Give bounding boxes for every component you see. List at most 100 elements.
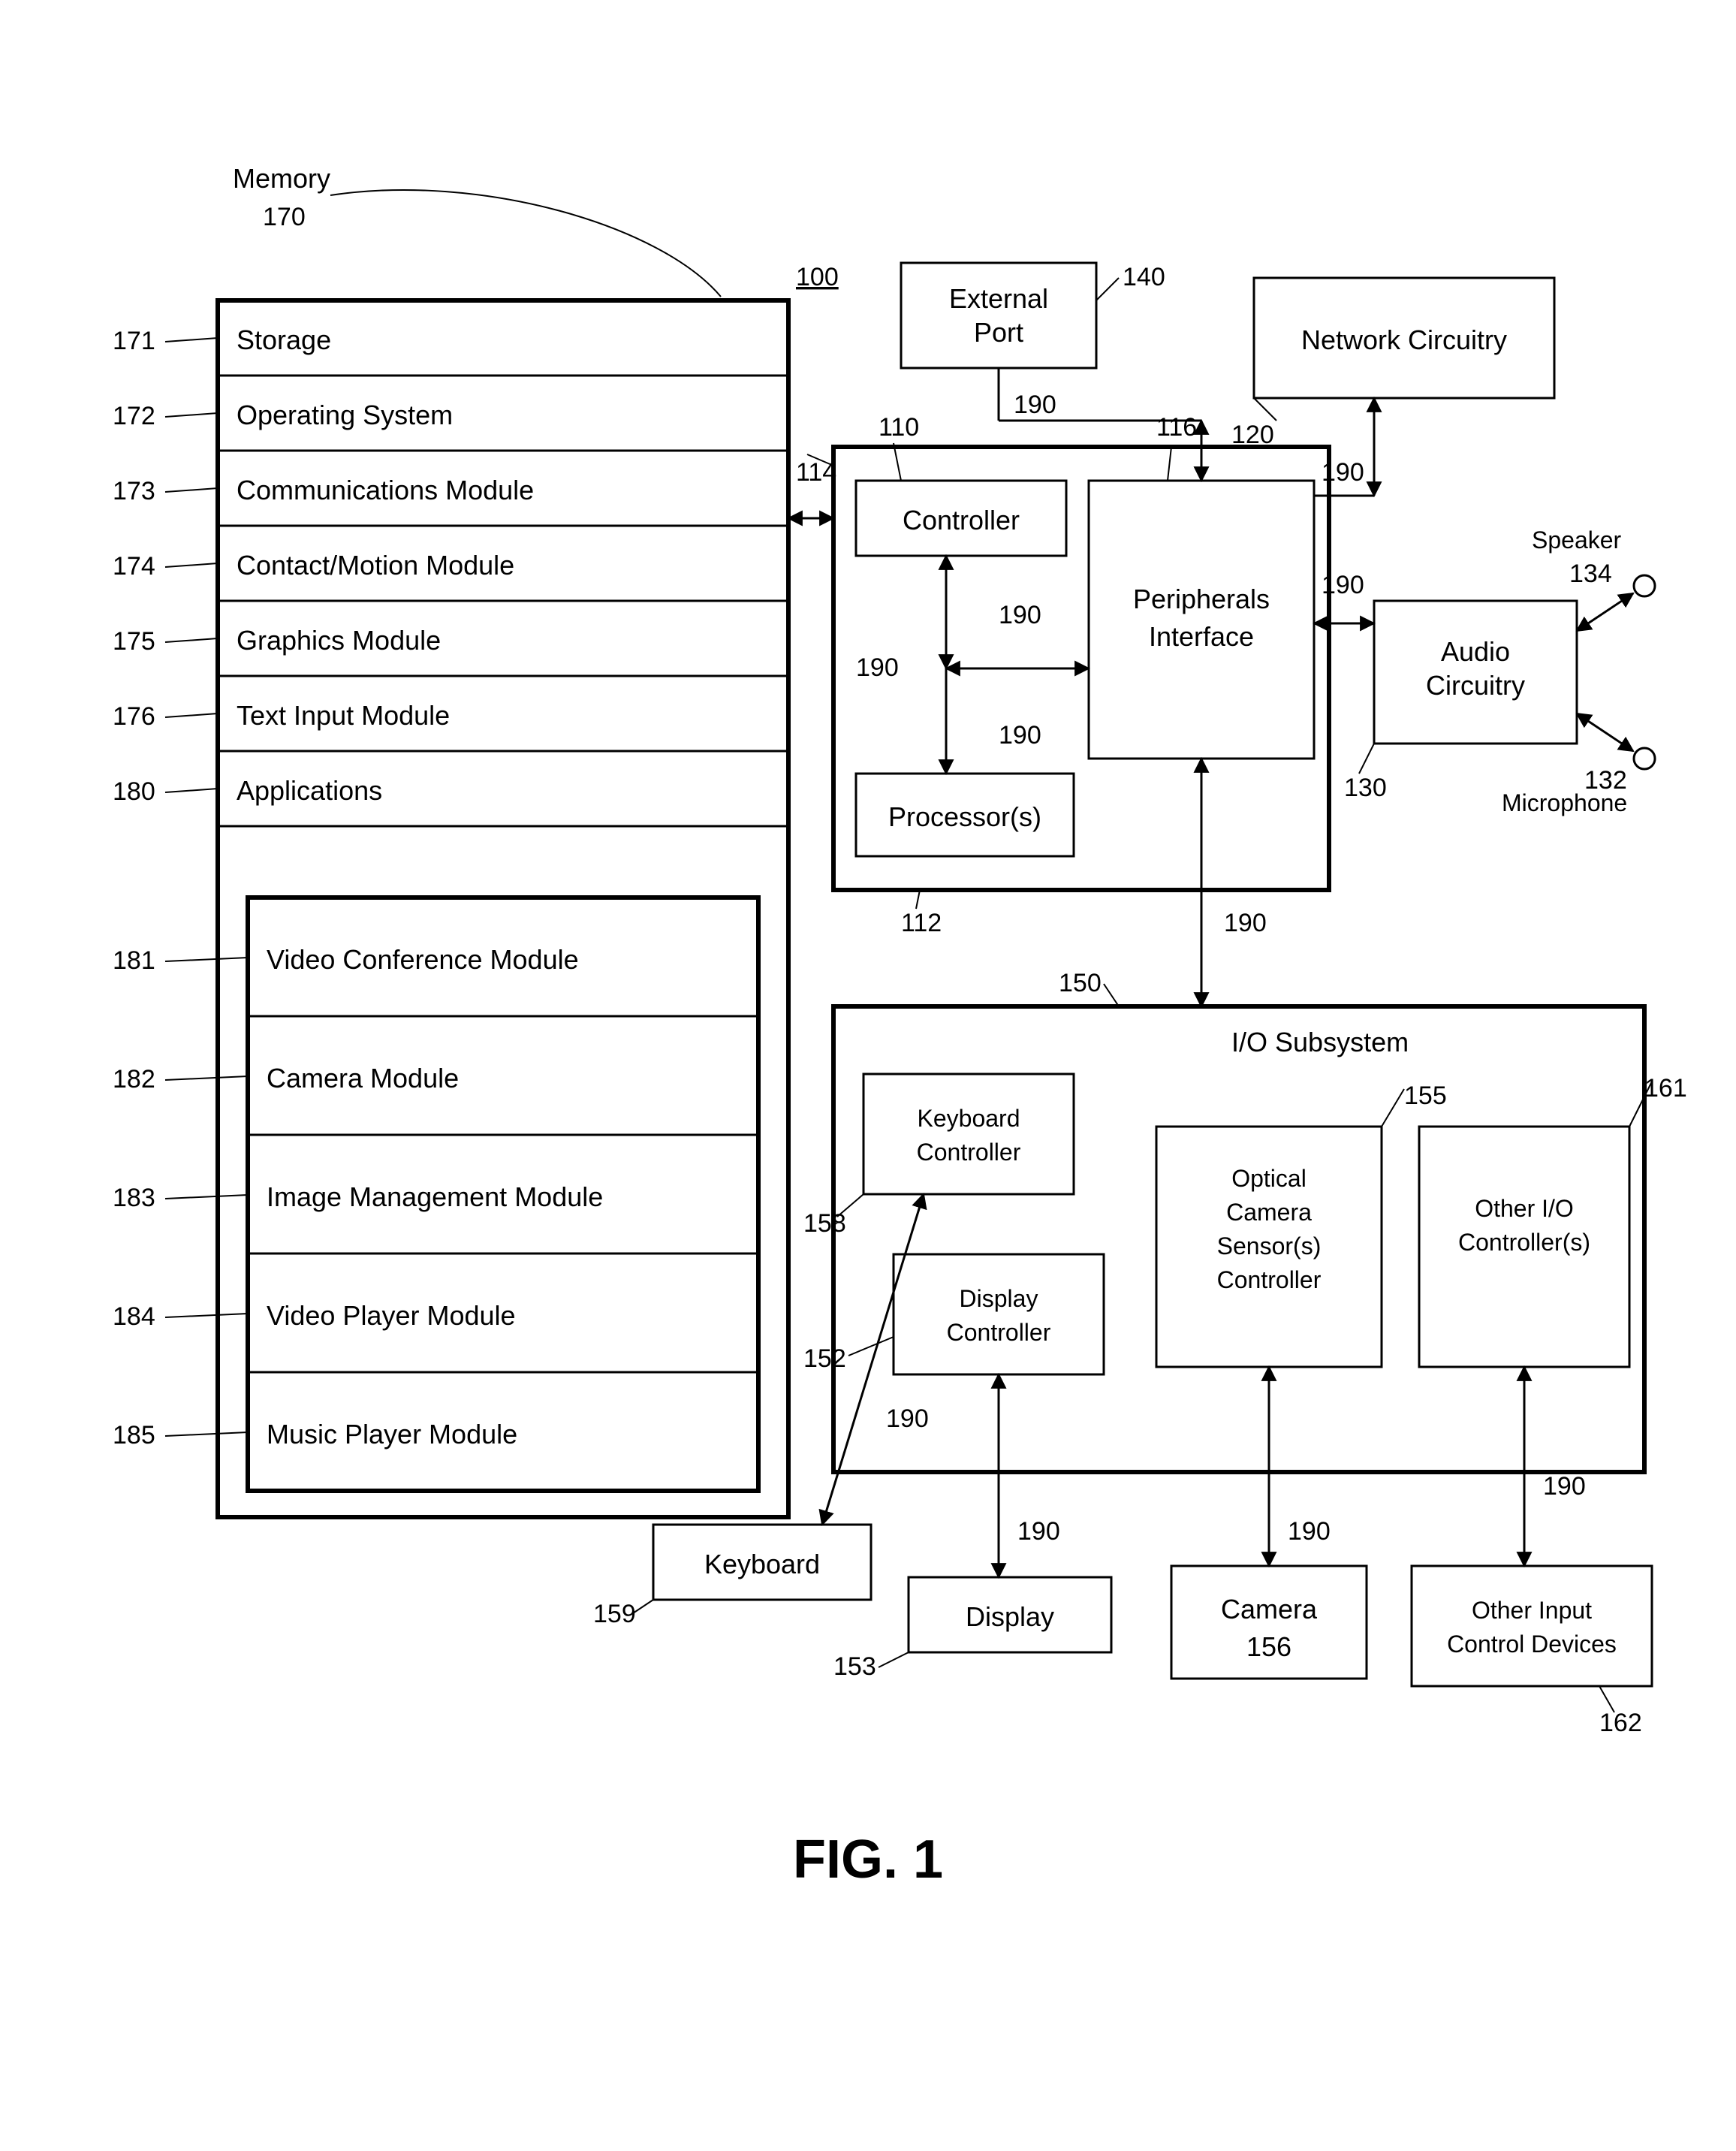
audio-ref: 130 [1344,774,1387,802]
camera-ref-inbox: 156 [1246,1631,1291,1662]
app-rows: Video Conference Module 181 Camera Module 1… [113,944,758,1450]
disp-ctrl-ref: 152 [803,1344,846,1373]
cpu-outer-ref: 114 [796,458,836,487]
kbd-ctrl-ref: 158 [803,1209,846,1238]
processors-ref: 112 [901,909,942,937]
io-lead [1104,984,1119,1006]
memory-item-ref: 171 [113,327,155,355]
other-input-ref: 162 [1599,1709,1642,1737]
memory-item-ref: 180 [113,777,155,806]
network-circuitry-lead [1254,398,1276,421]
app-item-ref: 184 [113,1302,155,1331]
other-input-l2: Control Devices [1447,1631,1617,1658]
camera-label: Camera [1221,1594,1318,1625]
mic-icon [1634,748,1655,769]
memory-item-ref: 175 [113,627,155,656]
kbd-ctrl-lead [837,1194,863,1217]
processors-label: Processor(s) [888,801,1041,832]
app-item-label: Video Conference Module [267,944,579,975]
bus-190-a: 190 [856,653,899,682]
keyboard-label: Keyboard [704,1549,820,1579]
controller-ref: 110 [879,413,919,442]
disp-ctrl-l2: Controller [947,1319,1051,1346]
bus-190-audio: 190 [1322,571,1364,599]
io-subsystem-label: I/O Subsystem [1231,1027,1409,1057]
peripherals-interface-box [1089,481,1314,759]
mic-ref: 132 [1584,766,1627,795]
optical-ref: 155 [1404,1082,1447,1110]
controller-label: Controller [903,505,1020,535]
external-port-ref: 140 [1123,263,1165,291]
keyboard-ref: 159 [593,1600,636,1628]
audio-l2: Circuitry [1426,670,1525,701]
memory-item-ref: 174 [113,552,155,581]
speaker-icon [1634,575,1655,596]
display-ref: 153 [833,1652,876,1681]
app-item-ref: 181 [113,946,155,975]
pi-l1: Peripherals [1133,584,1270,614]
bus-190-b: 190 [999,601,1041,629]
kbd-ctrl-l2: Controller [917,1139,1021,1166]
network-circuitry-label: Network Circuitry [1301,324,1507,355]
app-item-label: Image Management Module [267,1181,603,1212]
bus-190-ext: 190 [1014,391,1056,419]
conn-audio-mic [1577,713,1633,751]
display-label: Display [966,1601,1054,1632]
memory-item-label: Applications [237,775,382,806]
memory-item-ref: 173 [113,477,155,505]
bus-190-cam: 190 [1288,1517,1331,1546]
otherio-ref: 161 [1644,1074,1687,1103]
device-ref: 100 [796,263,839,291]
external-port-l2: Port [974,317,1023,348]
otherio-lead [1629,1082,1652,1127]
memory-ref: 170 [263,203,306,231]
audio-lead [1359,744,1374,774]
optical-l2: Camera [1226,1199,1312,1226]
external-port-l1: External [949,283,1048,314]
memory-item-label: Graphics Module [237,625,441,656]
optical-lead [1382,1089,1404,1127]
bus-190-disp: 190 [1017,1517,1060,1546]
memory-item-ref: 176 [113,702,155,731]
memory-item-ref: 172 [113,402,155,430]
kbd-ctrl-l1: Keyboard [918,1105,1020,1132]
optical-l4: Controller [1217,1266,1322,1293]
app-item-label: Music Player Module [267,1419,517,1450]
bus-190-c: 190 [999,721,1041,750]
conn-audio-spk [1577,593,1633,631]
bus-190-pi-io: 190 [1224,909,1267,937]
disp-ctrl-box [894,1254,1104,1374]
memory-leader [330,190,721,297]
audio-l1: Audio [1441,636,1510,667]
speaker-label: Speaker [1532,526,1622,554]
memory-label: Memory [233,163,330,194]
memory-item-label: Storage [237,324,331,355]
display-lead [879,1652,909,1667]
kbd-ctrl-box [863,1074,1074,1194]
external-port-lead [1096,278,1119,300]
otherio-l2: Controller(s) [1458,1229,1590,1256]
io-ref: 150 [1059,969,1102,997]
memory-item-label: Operating System [237,400,453,430]
figure-caption: FIG. 1 [793,1830,943,1890]
memory-item-label: Text Input Module [237,700,450,731]
optical-l3: Sensor(s) [1217,1232,1322,1260]
processors-lead [916,890,920,909]
other-input-l1: Other Input [1472,1597,1592,1624]
memory-rows: Storage171Operating System172Communicati… [113,324,788,826]
pi-l2: Interface [1149,621,1254,652]
bus-190-kbd: 190 [886,1404,929,1433]
optical-l1: Optical [1231,1165,1307,1192]
app-item-ref: 183 [113,1184,155,1212]
disp-ctrl-l1: Display [960,1285,1038,1312]
bus-190-other: 190 [1543,1472,1586,1501]
pi-lead [1168,447,1171,481]
external-port-box [901,263,1096,368]
app-item-ref: 185 [113,1421,155,1450]
memory-item-label: Contact/Motion Module [237,550,514,581]
app-item-ref: 182 [113,1065,155,1094]
otherio-l1: Other I/O [1475,1195,1574,1222]
app-item-label: Video Player Module [267,1300,516,1331]
other-input-box [1412,1566,1652,1686]
app-item-label: Camera Module [267,1063,459,1094]
